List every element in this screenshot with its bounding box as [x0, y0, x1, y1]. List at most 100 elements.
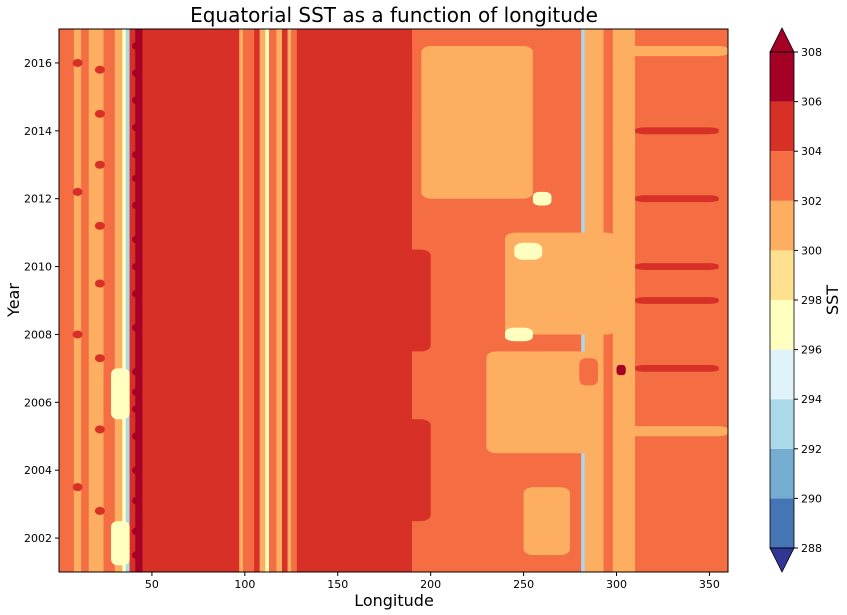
heatmap-patch-15 [625, 45, 728, 57]
heatmap-patch-19 [579, 358, 598, 386]
colorbar-tick-label-292: 292 [801, 443, 822, 456]
heatmap-patch-14 [635, 364, 719, 372]
heatmap-hotspot-0-0 [132, 551, 143, 560]
x-tick-label-50: 50 [145, 578, 159, 591]
colorbar-label: SST [823, 285, 842, 315]
heatmap-band-20 [291, 29, 297, 572]
heatmap-hotspot-0-3 [132, 466, 143, 475]
colorbar: 288 290 292 294 296 298 300 302 304 306 308 [769, 27, 822, 573]
x-tick-label-200: 200 [420, 578, 441, 591]
heatmap-patch-18 [111, 521, 130, 566]
x-tick-label-300: 300 [606, 578, 627, 591]
y-tick-label-2002: 2002 [24, 532, 52, 545]
plot-area: 50 100 150 200 250 300 350 2002 2004 2006 2008 201… [24, 28, 729, 591]
heatmap-hotspot-0-2 [132, 496, 143, 505]
heatmap [59, 29, 728, 572]
colorbar-segment-292 [770, 399, 794, 449]
y-axis-label: Year [4, 283, 23, 318]
heatmap-hotspot-0-16 [132, 96, 143, 105]
heatmap-hotspot-1-4 [94, 221, 105, 230]
heatmap-band-0 [59, 29, 74, 572]
heatmap-band-2 [81, 29, 89, 572]
heatmap-band-1 [73, 29, 82, 572]
heatmap-band-4 [103, 29, 115, 572]
colorbar-tick-label-288: 288 [801, 542, 822, 555]
colorbar-segment-290 [770, 448, 794, 499]
heatmap-hotspot-2-3 [72, 58, 83, 67]
colorbar-segment-306 [770, 52, 794, 102]
heatmap-hotspot-0-6 [132, 388, 143, 397]
heatmap-hotspot-0-11 [132, 235, 143, 244]
heatmap-patch-8 [356, 249, 431, 352]
heatmap-patch-11 [635, 195, 719, 203]
heatmap-band-7 [125, 29, 130, 572]
heatmap-hotspot-0-7 [132, 367, 143, 376]
heatmap-band-16 [268, 29, 277, 572]
colorbar-tick-label-308: 308 [801, 46, 822, 59]
heatmap-patch-2 [486, 351, 598, 454]
heatmap-hotspot-1-0 [94, 506, 105, 515]
colorbar-tick-label-296: 296 [801, 344, 822, 357]
heatmap-hotspot-1-7 [94, 65, 105, 74]
chart-title: Equatorial SST as a function of longitud… [190, 3, 598, 27]
heatmap-band-8 [129, 29, 136, 572]
colorbar-segment-294 [770, 349, 794, 400]
heatmap-patch-16 [625, 426, 728, 437]
heatmap-patch-3 [523, 487, 571, 556]
heatmap-hotspot-2-2 [72, 187, 83, 196]
y-axis: 2002 2004 2006 2008 2010 2012 2014 2016 [24, 57, 59, 545]
heatmap-band-10 [142, 29, 240, 572]
heatmap-patch-10 [635, 127, 719, 135]
heatmap-hotspot-1-1 [94, 425, 105, 434]
heatmap-band-6 [122, 29, 126, 572]
heatmap-patch-7 [356, 35, 413, 125]
colorbar-tick-label-306: 306 [801, 96, 822, 109]
heatmap-band-11 [239, 29, 243, 572]
heatmap-band-9 [135, 29, 143, 572]
heatmap-hotspot-0-18 [132, 41, 143, 50]
heatmap-patch-13 [635, 297, 719, 304]
heatmap-band-19 [287, 29, 292, 572]
heatmap-hotspot-1-2 [94, 354, 105, 363]
colorbar-tick-label-294: 294 [801, 393, 822, 406]
heatmap-band-17 [276, 29, 282, 572]
colorbar-tick-label-298: 298 [801, 294, 822, 307]
heatmap-patch-5 [532, 191, 552, 206]
x-tick-label-250: 250 [513, 578, 534, 591]
heatmap-hotspot-0-13 [132, 174, 143, 183]
heatmap-band-18 [282, 29, 288, 572]
colorbar-segment-288 [770, 498, 794, 548]
heatmap-band-13 [254, 29, 260, 572]
heatmap-band-14 [259, 29, 266, 572]
heatmap-hotspot-0-17 [132, 69, 143, 78]
colorbar-extend-min [769, 547, 795, 573]
x-axis: 50 100 150 200 250 300 350 [145, 572, 720, 591]
heatmap-patch-0 [421, 45, 533, 199]
y-tick-label-2016: 2016 [24, 57, 52, 70]
heatmap-hotspot-0-14 [132, 150, 143, 159]
heatmap-patch-20 [616, 364, 626, 376]
y-tick-label-2008: 2008 [24, 328, 52, 341]
colorbar-tick-label-300: 300 [801, 244, 822, 257]
heatmap-hotspot-0-9 [132, 289, 143, 298]
heatmap-hotspot-0-10 [132, 262, 143, 271]
heatmap-hotspot-1-3 [94, 279, 105, 288]
heatmap-patch-6 [505, 327, 533, 342]
heatmap-patch-9 [356, 419, 431, 522]
x-tick-label-150: 150 [327, 578, 348, 591]
heatmap-hotspot-2-0 [72, 483, 83, 492]
x-axis-label: Longitude [354, 591, 434, 610]
colorbar-segment-298 [770, 250, 794, 300]
heatmap-hotspot-1-6 [94, 109, 105, 118]
heatmap-hotspot-0-12 [132, 201, 143, 210]
y-tick-label-2012: 2012 [24, 193, 52, 206]
heatmap-band-28 [612, 29, 636, 572]
colorbar-tick-label-304: 304 [801, 145, 822, 158]
heatmap-band-5 [114, 29, 123, 572]
x-tick-label-350: 350 [699, 578, 720, 591]
colorbar-segment-304 [770, 101, 794, 152]
colorbar-tick-label-290: 290 [801, 492, 822, 505]
colorbar-tick-label-302: 302 [801, 195, 822, 208]
heatmap-hotspot-1-5 [94, 160, 105, 169]
